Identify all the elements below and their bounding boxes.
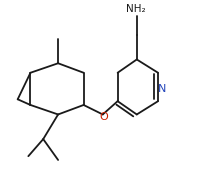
Text: N: N (158, 84, 166, 94)
Text: O: O (100, 112, 108, 122)
Text: NH₂: NH₂ (126, 4, 146, 14)
